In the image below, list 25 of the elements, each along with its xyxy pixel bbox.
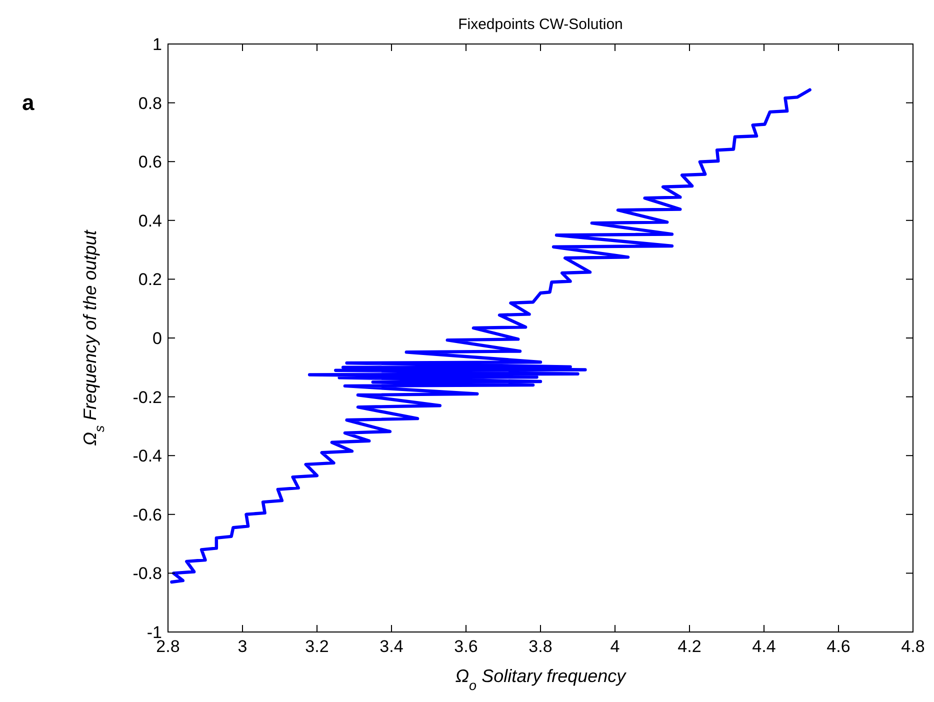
y-tick-label: 0.2 bbox=[138, 270, 162, 290]
y-tick-label: -0.2 bbox=[132, 388, 162, 407]
x-tick-label: 4 bbox=[610, 637, 620, 656]
x-tick-label: 4.6 bbox=[826, 637, 850, 656]
line-series bbox=[170, 88, 812, 584]
chart-title: Fixedpoints CW-Solution bbox=[458, 16, 623, 33]
x-tick-label: 3.4 bbox=[380, 637, 404, 656]
y-tick-label: 1 bbox=[152, 34, 162, 54]
y-tick-label: 0.6 bbox=[138, 152, 162, 172]
x-axis-title: Ω$_{o}$ Solitary frequency bbox=[455, 666, 627, 692]
y-tick-label: 0.8 bbox=[138, 94, 162, 113]
x-tick-label: 3.2 bbox=[305, 637, 329, 656]
x-tick-label: 3 bbox=[238, 637, 248, 656]
x-tick-label: 3.6 bbox=[454, 637, 478, 656]
y-tick-label: -0.8 bbox=[132, 564, 162, 584]
x-tick-label: 2.8 bbox=[156, 637, 180, 656]
text: a bbox=[22, 90, 35, 115]
x-tick-label: 4.2 bbox=[678, 637, 702, 656]
x-tick-label: 3.8 bbox=[528, 637, 552, 656]
y-tick-label: 0.4 bbox=[138, 211, 162, 230]
y-tick-label: 0 bbox=[152, 328, 162, 348]
y-tick-label: -0.6 bbox=[132, 505, 162, 524]
x-tick-label: 4.4 bbox=[752, 637, 776, 656]
x-tick-label: 4.8 bbox=[901, 637, 925, 656]
y-tick-label: -0.4 bbox=[132, 446, 162, 466]
